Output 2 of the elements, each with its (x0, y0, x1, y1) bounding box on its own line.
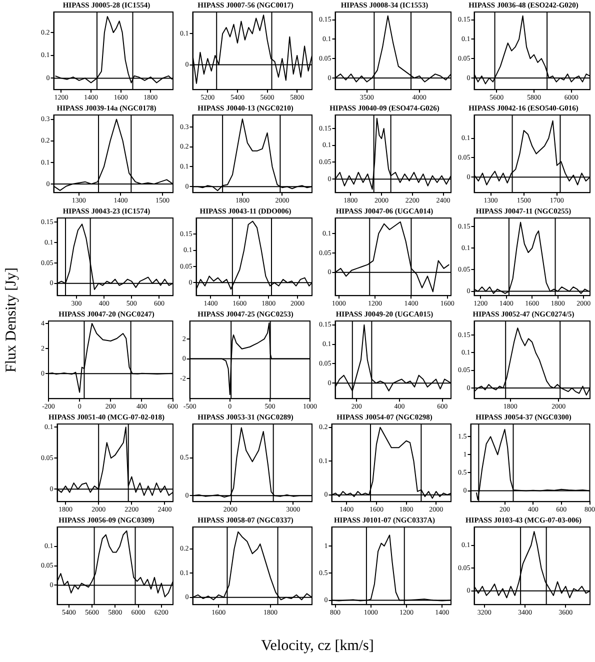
y-axis-title: Flux Density [Jy] (4, 268, 20, 372)
x-axis-title: Velocity, cz [km/s] (260, 638, 375, 655)
